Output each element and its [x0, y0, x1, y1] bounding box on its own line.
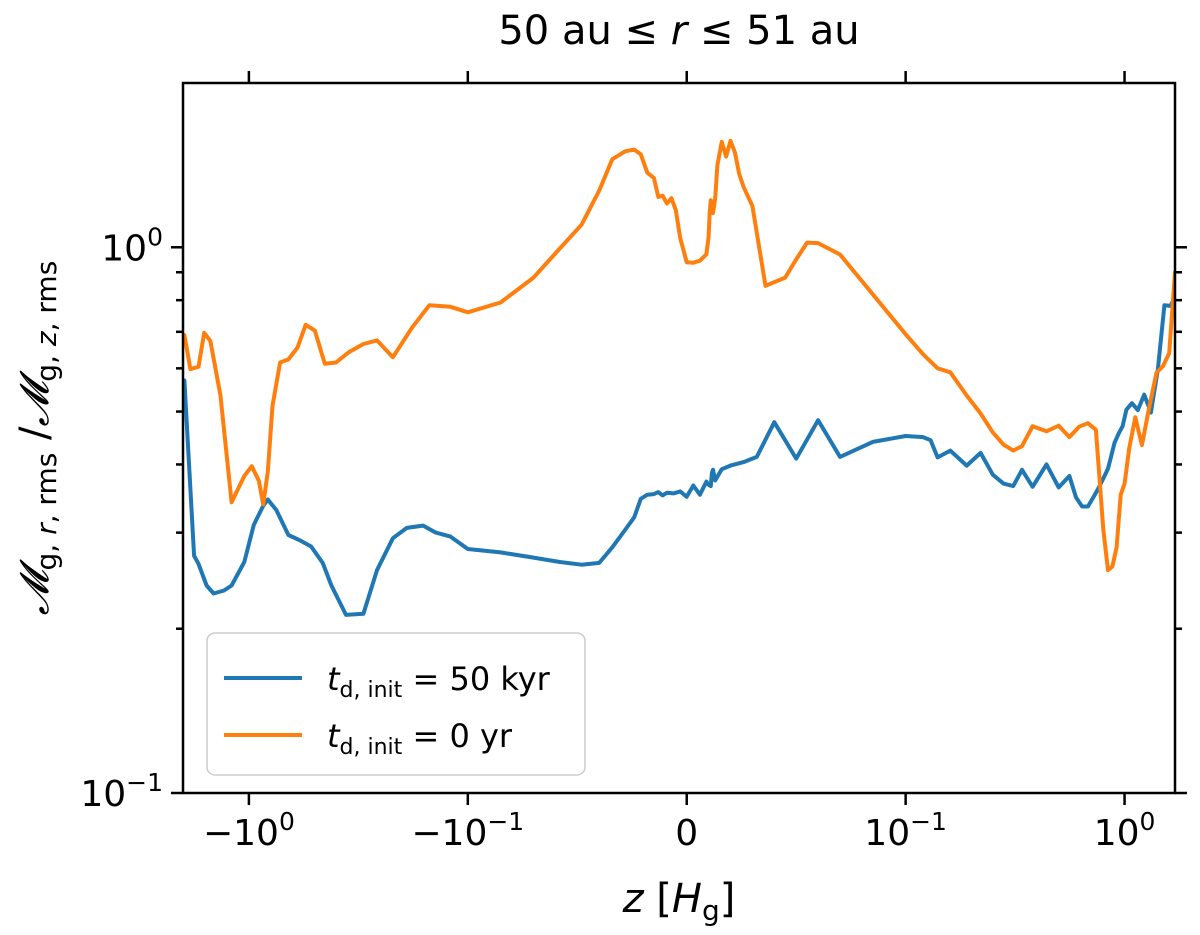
- legend-label-2: td, init = 0 yr: [327, 717, 513, 760]
- plot-frame: [181, 81, 1177, 795]
- x-tick-label-1: −100: [203, 807, 295, 854]
- y-tick-label-2: 10−1: [80, 768, 163, 815]
- x-tick-label-4: 10−1: [864, 807, 947, 854]
- series-lines: [183, 138, 1175, 617]
- legend: td, init = 50 kyr td, init = 0 yr: [206, 632, 586, 776]
- y-tick-label-1: 100: [101, 222, 163, 269]
- y-axis-label: 𝓜g, r, rms /𝓜g, z, rms: [12, 261, 63, 616]
- x-tick-label-5: 100: [1094, 807, 1156, 854]
- x-tick-labels: −100 −10−1 0 10−1 100: [203, 807, 1155, 854]
- legend-box: [206, 632, 586, 776]
- chart-title: 50 au ≤ r ≤ 51 au: [498, 8, 859, 54]
- x-tick-label-2: −10−1: [411, 807, 524, 854]
- series-line-2: [183, 138, 1175, 573]
- x-axis-label: z [Hg]: [622, 876, 736, 927]
- legend-label-1: td, init = 50 kyr: [327, 660, 551, 703]
- axis-ticks: [171, 71, 1187, 805]
- series-line-1: [183, 295, 1175, 617]
- x-tick-label-3: 0: [675, 813, 698, 854]
- y-tick-labels: 100 10−1: [80, 222, 163, 815]
